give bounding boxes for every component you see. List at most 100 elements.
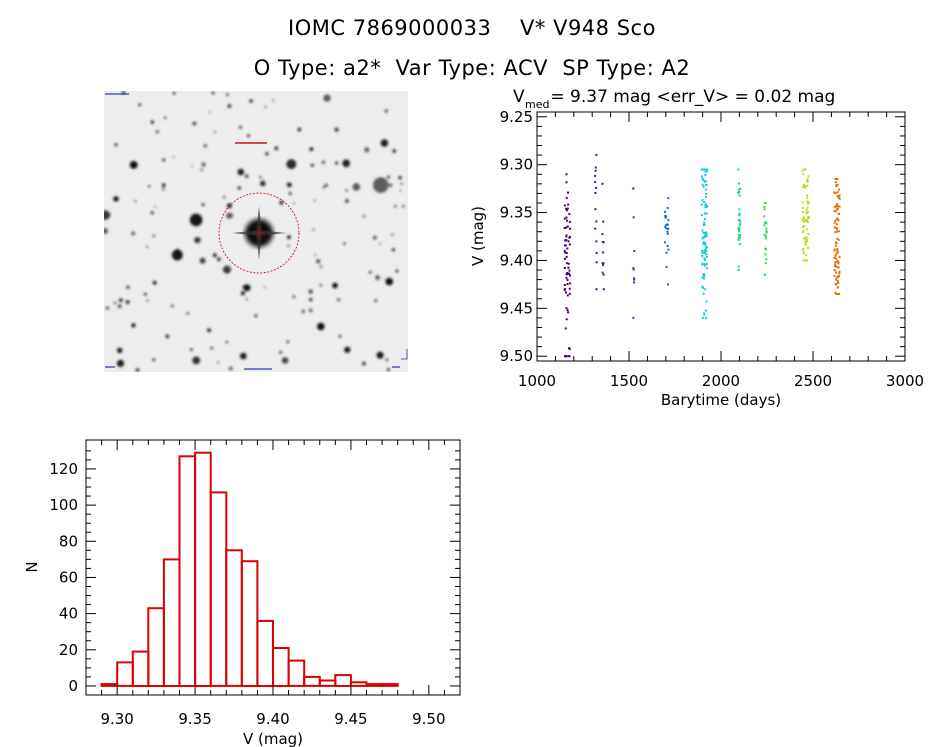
lc-point	[568, 243, 571, 246]
lc-point	[705, 205, 708, 208]
hist-bar	[162, 558, 181, 688]
lc-point	[568, 355, 571, 358]
lc-point	[705, 267, 708, 270]
lc-point	[601, 271, 604, 274]
field-star	[212, 253, 217, 258]
field-star	[376, 351, 384, 359]
lc-point	[804, 243, 807, 246]
lc-point	[702, 224, 705, 226]
lc-point	[739, 234, 742, 237]
lc-point	[703, 263, 706, 266]
lc-point	[705, 247, 708, 250]
lc-point	[804, 168, 807, 171]
field-star	[239, 125, 242, 129]
lc-point	[565, 196, 568, 199]
field-star	[387, 175, 390, 179]
field-star	[113, 301, 117, 304]
lc-point	[835, 293, 838, 295]
field-star	[161, 183, 166, 187]
lc-point	[738, 194, 741, 197]
lc-point	[632, 216, 635, 219]
hist-x-label: V (mag)	[243, 730, 303, 747]
lc-point	[568, 213, 571, 215]
lc-point	[836, 280, 839, 283]
lc-point	[602, 264, 604, 266]
hist-bar	[334, 674, 352, 687]
field-star	[201, 162, 206, 167]
lc-point	[807, 217, 810, 220]
field-star	[116, 359, 125, 367]
hist-y-tick-label: 40	[59, 605, 78, 623]
field-star	[400, 182, 403, 185]
field-star	[345, 189, 348, 192]
field-star	[113, 196, 119, 202]
lc-point	[701, 316, 704, 319]
light-curve-chart: V med = 9.37 mag <err_V> = 0.02 mag 1000…	[469, 87, 924, 409]
lc-point	[601, 233, 604, 236]
lc-point	[703, 168, 706, 171]
lc-point	[835, 276, 838, 279]
lc-point	[838, 275, 840, 278]
lc-point	[801, 225, 804, 228]
lc-point	[602, 251, 605, 254]
lc-point	[701, 276, 704, 279]
lc-point	[701, 229, 704, 232]
lc-point	[702, 178, 705, 181]
lc-point	[703, 312, 706, 315]
lc-point	[664, 216, 667, 219]
field-star	[391, 233, 394, 236]
field-star	[281, 357, 289, 364]
lc-point	[700, 203, 703, 206]
lc-point	[568, 269, 571, 272]
lc-point	[566, 272, 569, 274]
field-star	[194, 236, 201, 244]
field-star	[150, 120, 155, 124]
lc-point	[567, 311, 570, 314]
field-star	[210, 346, 214, 350]
field-star	[226, 93, 229, 96]
lc-point	[801, 231, 804, 234]
field-star	[208, 111, 211, 113]
lc-point	[836, 251, 839, 254]
lc-point	[805, 208, 808, 211]
field-star	[240, 352, 247, 360]
lc-point	[838, 197, 841, 200]
field-star	[150, 211, 154, 215]
field-star	[342, 159, 350, 168]
lc-point	[738, 212, 741, 215]
field-star	[385, 277, 394, 286]
lc-point	[705, 253, 708, 256]
lc-point	[565, 207, 568, 210]
lc-point	[739, 236, 741, 239]
lc-point	[834, 178, 837, 180]
lc-point	[563, 249, 566, 252]
lc-point	[568, 287, 571, 290]
lc-point	[837, 238, 840, 241]
hist-y-tick-label: 80	[59, 532, 78, 550]
field-star	[386, 368, 391, 372]
lc-point	[833, 275, 836, 277]
lc-point	[836, 203, 839, 206]
lc-point	[703, 221, 706, 224]
lc-point	[565, 209, 568, 212]
field-star	[263, 286, 266, 289]
lc-y-label: V (mag)	[469, 206, 487, 266]
lc-point	[569, 227, 572, 230]
lc-point	[702, 243, 705, 246]
hist-y-tick-label: 100	[49, 496, 78, 514]
field-star	[394, 205, 397, 208]
lc-point	[563, 284, 566, 286]
lc-point	[763, 208, 766, 211]
lc-point	[565, 252, 568, 254]
lc-point	[835, 252, 838, 255]
field-star	[131, 231, 135, 236]
lc-point	[666, 230, 669, 233]
lc-title-subscript: med	[525, 98, 549, 111]
lc-point	[566, 309, 569, 311]
chart-title-line2: O Type: a2* Var Type: ACV SP Type: A2	[253, 56, 691, 80]
lc-point	[702, 241, 705, 243]
lc-point	[834, 265, 836, 268]
lc-point	[802, 206, 804, 209]
lc-point	[835, 283, 838, 286]
lc-point	[806, 211, 809, 213]
